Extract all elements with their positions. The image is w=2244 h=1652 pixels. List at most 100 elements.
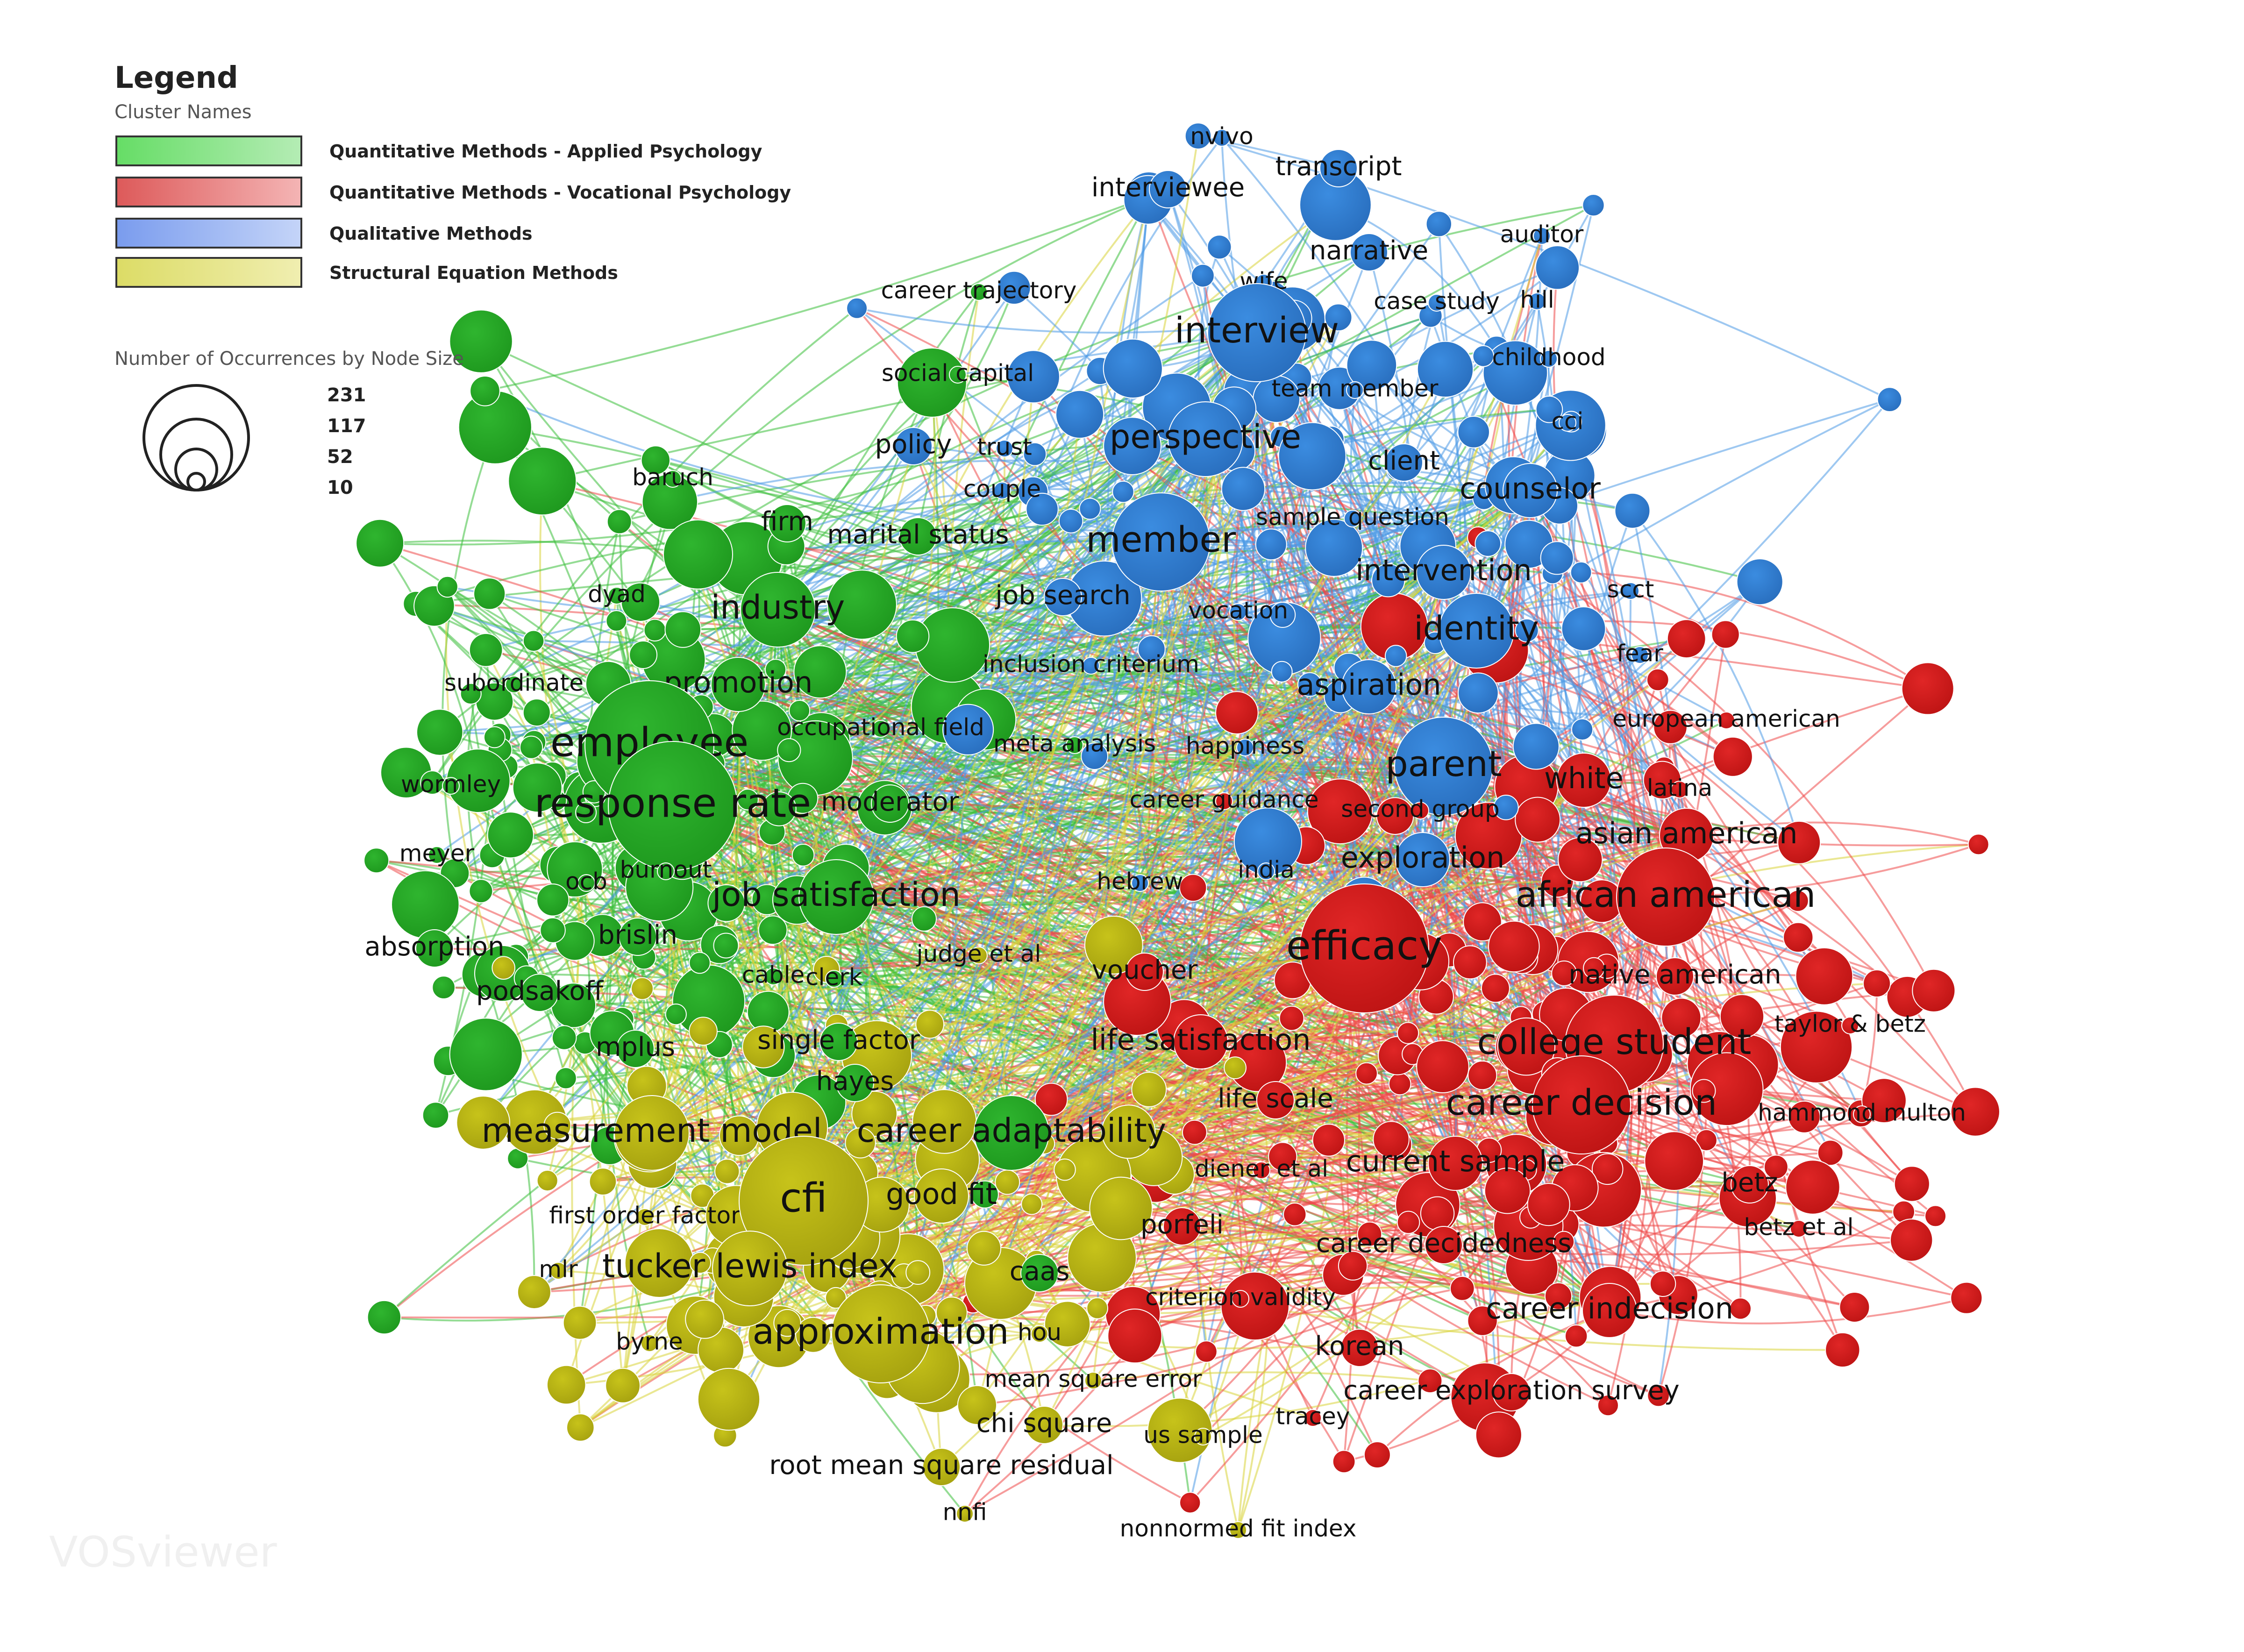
- keyword-node-podsakoff[interactable]: podsakoff: [476, 974, 604, 1012]
- keyword-node-career-indecision[interactable]: career indecision: [1486, 1283, 1733, 1338]
- keyword-node-chi-square[interactable]: chi square: [976, 1406, 1112, 1444]
- keyword-node-single-factor[interactable]: single factor: [757, 1023, 920, 1061]
- keyword-node-hebrew[interactable]: hebrew: [1097, 868, 1183, 895]
- keyword-node-job-search[interactable]: job search: [994, 578, 1131, 616]
- keyword-node-absorption[interactable]: absorption: [364, 929, 505, 968]
- keyword-node-job-satisfaction[interactable]: job satisfaction: [711, 859, 961, 935]
- keyword-node-criterion-validity[interactable]: criterion validity: [1145, 1284, 1336, 1311]
- keyword-node-transcript[interactable]: transcript: [1275, 149, 1402, 187]
- keyword-node-case-study[interactable]: case study: [1374, 288, 1500, 315]
- keyword-node-career-exploration-survey[interactable]: career exploration survey: [1343, 1373, 1680, 1411]
- keyword-node-cfi[interactable]: cfi: [739, 1136, 869, 1266]
- keyword-node-good-fit[interactable]: good fit: [886, 1168, 997, 1224]
- keyword-node-intervention[interactable]: intervention: [1355, 545, 1532, 600]
- keyword-node-burnout[interactable]: burnout: [620, 856, 712, 883]
- keyword-node-scct[interactable]: scct: [1607, 576, 1654, 603]
- keyword-node-voucher[interactable]: voucher: [1092, 953, 1198, 991]
- keyword-node-narrative[interactable]: narrative: [1310, 233, 1428, 271]
- keyword-node-latina[interactable]: latina: [1647, 775, 1712, 802]
- keyword-node-hayes[interactable]: hayes: [816, 1064, 894, 1102]
- keyword-node-white[interactable]: white: [1544, 753, 1624, 808]
- keyword-node-interviewee[interactable]: interviewee: [1091, 170, 1245, 208]
- keyword-node-india[interactable]: india: [1238, 856, 1295, 883]
- keyword-node-dyad[interactable]: dyad: [588, 581, 646, 608]
- keyword-node-mplus[interactable]: mplus: [596, 1030, 675, 1068]
- keyword-node-client[interactable]: client: [1368, 443, 1440, 482]
- keyword-node-industry[interactable]: industry: [711, 572, 845, 648]
- keyword-node-parent[interactable]: parent: [1385, 717, 1502, 816]
- keyword-node-mean-square-error[interactable]: mean square error: [985, 1366, 1202, 1393]
- keyword-node-sample-question[interactable]: sample question: [1256, 504, 1449, 531]
- keyword-node-byrne[interactable]: byrne: [616, 1328, 683, 1355]
- keyword-node-baruch[interactable]: baruch: [632, 464, 713, 491]
- keyword-node-judge-et-al[interactable]: judge et al: [916, 940, 1041, 968]
- keyword-node-couple[interactable]: couple: [963, 476, 1041, 503]
- keyword-node-aspiration[interactable]: aspiration: [1297, 659, 1441, 714]
- keyword-node-brislin[interactable]: brislin: [598, 918, 677, 956]
- keyword-node-approximation[interactable]: approximation: [752, 1284, 1009, 1383]
- keyword-node-trust[interactable]: trust: [977, 434, 1032, 461]
- keyword-node-vocation[interactable]: vocation: [1188, 597, 1288, 624]
- keyword-node-social-capital[interactable]: social capital: [882, 360, 1034, 387]
- keyword-node-occupational-field[interactable]: occupational field: [777, 714, 984, 741]
- keyword-node-second-group[interactable]: second group: [1341, 796, 1499, 823]
- keyword-node-marital-status[interactable]: marital status: [827, 517, 1009, 555]
- keyword-node-taylor-betz[interactable]: taylor & betz: [1774, 1011, 1926, 1038]
- keyword-node-efficacy[interactable]: efficacy: [1286, 883, 1442, 1013]
- keyword-node-caas[interactable]: caas: [1010, 1254, 1070, 1292]
- keyword-node-first-order-factor[interactable]: first order factor: [549, 1202, 741, 1229]
- keyword-node-ocb[interactable]: ocb: [565, 868, 607, 895]
- keyword-node-nonnormed-fit-index[interactable]: nonnormed fit index: [1120, 1515, 1357, 1542]
- keyword-node-nvivo[interactable]: nvivo: [1190, 123, 1253, 150]
- keyword-node-wormley[interactable]: wormley: [401, 771, 501, 798]
- keyword-node-interview[interactable]: interview: [1175, 283, 1339, 382]
- keyword-node-career-decidedness[interactable]: career decidedness: [1316, 1226, 1572, 1264]
- keyword-node-root-mean-square-residual[interactable]: root mean square residual: [769, 1448, 1114, 1486]
- keyword-node-career-trajectory[interactable]: career trajectory: [881, 277, 1077, 304]
- keyword-node-tracey[interactable]: tracey: [1276, 1403, 1350, 1430]
- keyword-node-measurement-model[interactable]: measurement model: [482, 1095, 822, 1171]
- keyword-node-life-scale[interactable]: life scale: [1218, 1081, 1333, 1119]
- keyword-node-meyer[interactable]: meyer: [399, 840, 475, 867]
- keyword-node-tucker-lewis-index[interactable]: tucker lewis index: [602, 1231, 898, 1306]
- keyword-node-african-american[interactable]: african american: [1516, 847, 1816, 947]
- keyword-node-fear[interactable]: fear: [1617, 640, 1663, 667]
- keyword-node-hou[interactable]: hou: [1018, 1319, 1061, 1346]
- keyword-node-career-guidance[interactable]: career guidance: [1129, 786, 1318, 813]
- keyword-node-us-sample[interactable]: us sample: [1143, 1422, 1262, 1449]
- keyword-node-life-satisfaction[interactable]: life satisfaction: [1091, 1014, 1311, 1069]
- keyword-node-korean[interactable]: korean: [1315, 1329, 1404, 1367]
- keyword-node-current-sample[interactable]: current sample: [1346, 1136, 1565, 1191]
- keyword-node-happiness[interactable]: happiness: [1186, 733, 1304, 760]
- keyword-node-betz[interactable]: betz: [1721, 1165, 1778, 1203]
- keyword-node-nnfi[interactable]: nnfi: [943, 1499, 987, 1526]
- keyword-node-career-adaptability[interactable]: career adaptability: [857, 1095, 1166, 1171]
- keyword-node-auditor[interactable]: auditor: [1500, 221, 1584, 248]
- keyword-node-childhood[interactable]: childhood: [1492, 344, 1605, 371]
- keyword-node-exploration[interactable]: exploration: [1341, 832, 1505, 887]
- keyword-node-subordinate[interactable]: subordinate: [444, 669, 584, 697]
- keyword-node-cci[interactable]: cci: [1552, 408, 1584, 435]
- keyword-node-moderator[interactable]: moderator: [821, 784, 960, 823]
- keyword-node-betz-et-al[interactable]: betz et al: [1744, 1214, 1853, 1241]
- keyword-node-firm[interactable]: firm: [761, 504, 813, 542]
- keyword-node-hammond-multon[interactable]: hammond multon: [1758, 1099, 1966, 1126]
- keyword-node-counselor[interactable]: counselor: [1460, 463, 1601, 518]
- keyword-node-career-decision[interactable]: career decision: [1446, 1055, 1717, 1154]
- keyword-node-cable[interactable]: cable: [742, 961, 805, 989]
- keyword-node-policy[interactable]: policy: [875, 427, 952, 465]
- keyword-node-native-american[interactable]: native american: [1568, 957, 1781, 996]
- keyword-node-mlr[interactable]: mlr: [539, 1256, 578, 1283]
- keyword-node-european-american[interactable]: european american: [1612, 705, 1840, 733]
- keyword-node-inclusion-criterium[interactable]: inclusion criterium: [983, 651, 1199, 678]
- keyword-node-member[interactable]: member: [1086, 492, 1236, 591]
- keyword-node-clerk[interactable]: clerk: [805, 964, 862, 991]
- keyword-node-diener-et-al[interactable]: diener et al: [1195, 1155, 1328, 1182]
- keyword-node-meta-analysis[interactable]: meta analysis: [993, 730, 1156, 757]
- keyword-node-porfeli[interactable]: porfeli: [1140, 1207, 1224, 1246]
- keyword-node-hill[interactable]: hill: [1520, 286, 1554, 313]
- keyword-node-perspective[interactable]: perspective: [1110, 401, 1301, 477]
- keyword-node-identity[interactable]: identity: [1414, 593, 1539, 669]
- keyword-node-team-member[interactable]: team member: [1272, 375, 1439, 402]
- keyword-node-response-rate[interactable]: response rate: [534, 741, 812, 871]
